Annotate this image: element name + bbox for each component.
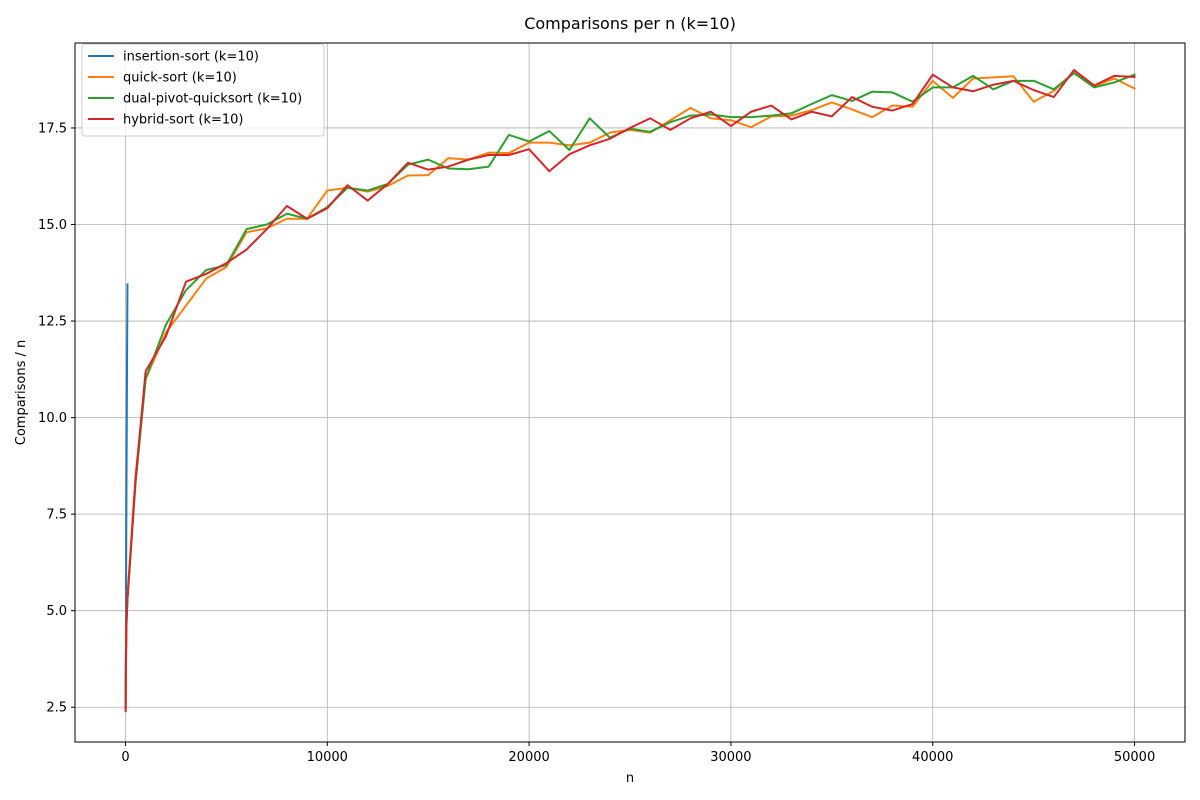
- grid: [75, 43, 1185, 742]
- y-tick-label: 12.5: [38, 315, 67, 330]
- x-tick-label: 50000: [1114, 750, 1155, 765]
- x-axis-title: n: [626, 771, 634, 786]
- legend-label: dual-pivot-quicksort (k=10): [123, 92, 302, 107]
- y-tick-label: 17.5: [38, 121, 67, 136]
- series-line: [124, 70, 1136, 709]
- series-line: [124, 69, 1136, 713]
- legend: insertion-sort (k=10) quick-sort (k=10) du…: [81, 43, 325, 137]
- y-tick-label: 15.0: [38, 218, 67, 233]
- x-tick-label: 30000: [710, 750, 751, 765]
- x-tick-label: 20000: [508, 750, 549, 765]
- y-tick-label: 2.5: [46, 701, 67, 716]
- y-tick-label: 5.0: [46, 604, 67, 619]
- chart-title: Comparisons per n (k=10): [524, 14, 736, 33]
- plot-area-frame: [74, 42, 1186, 743]
- x-tick-label: 0: [121, 750, 129, 765]
- legend-label: hybrid-sort (k=10): [123, 113, 244, 128]
- x-tick-label: 40000: [912, 750, 953, 765]
- legend-label: quick-sort (k=10): [123, 71, 237, 86]
- legend-box: [81, 43, 325, 137]
- y-tick-label: 10.0: [38, 411, 67, 426]
- y-tick-label: 7.5: [46, 508, 67, 523]
- legend-label: insertion-sort (k=10): [123, 50, 259, 65]
- y-axis-title: Comparisons / n: [14, 340, 29, 446]
- series-lines: [124, 69, 1136, 713]
- axis-ticks: 0 10000 20000 30000 40000 50000 2.5 5.0 7.5 10.0 1…: [38, 121, 1155, 765]
- x-tick-label: 10000: [307, 750, 348, 765]
